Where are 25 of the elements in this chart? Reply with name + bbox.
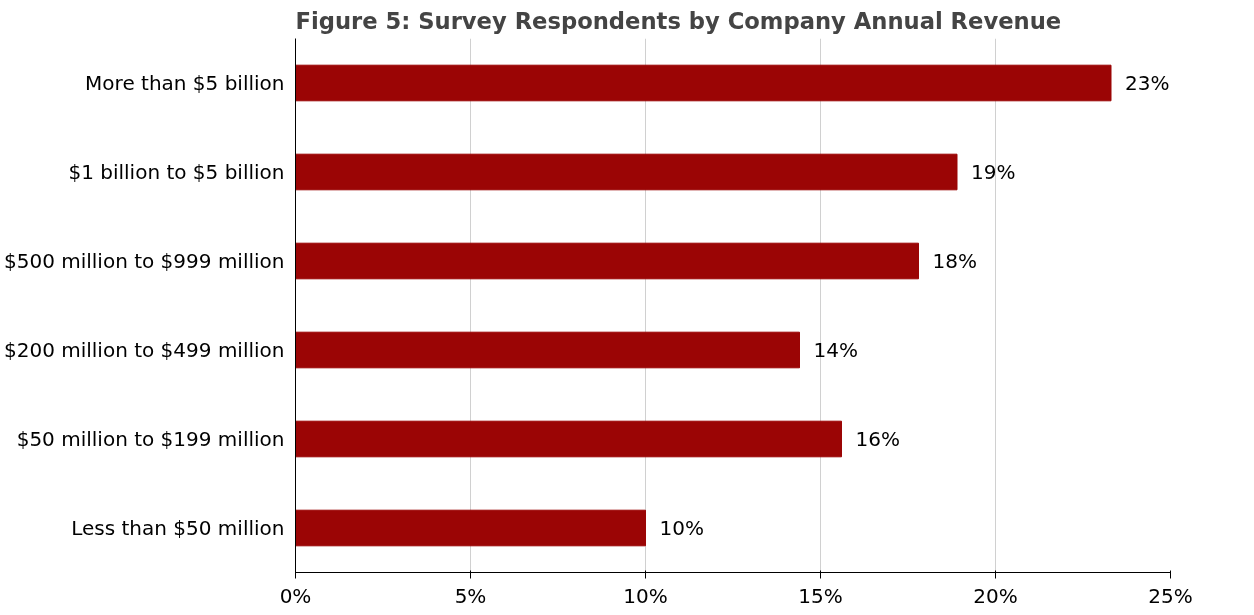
y-tick-label: $50 million to $199 million <box>16 427 285 451</box>
bar <box>295 420 842 458</box>
data-label: 16% <box>855 427 900 451</box>
bar <box>295 331 800 369</box>
y-tick-label: $1 billion to $5 billion <box>68 160 285 184</box>
data-label: 23% <box>1125 71 1170 95</box>
data-label: 14% <box>813 338 858 362</box>
data-label: 10% <box>659 516 704 540</box>
x-tick-label: 5% <box>454 583 487 608</box>
y-tick-label: Less than $50 million <box>71 516 285 540</box>
data-label: 19% <box>971 160 1016 184</box>
y-tick-label: More than $5 billion <box>85 71 285 95</box>
x-tick-label: 20% <box>973 583 1018 608</box>
bar <box>295 509 646 547</box>
bar <box>295 153 958 191</box>
x-tick-label: 25% <box>1148 583 1193 608</box>
x-tick-label: 0% <box>279 583 312 608</box>
bar <box>295 242 919 280</box>
bar <box>295 64 1112 102</box>
x-tick-label: 10% <box>623 583 668 608</box>
y-tick-label: $500 million to $999 million <box>3 249 285 273</box>
x-tick-label: 15% <box>798 583 843 608</box>
data-label: 18% <box>932 249 977 273</box>
chart-title: Figure 5: Survey Respondents by Company Annual Revenue <box>295 7 1062 34</box>
y-tick-label: $200 million to $499 million <box>3 338 285 362</box>
